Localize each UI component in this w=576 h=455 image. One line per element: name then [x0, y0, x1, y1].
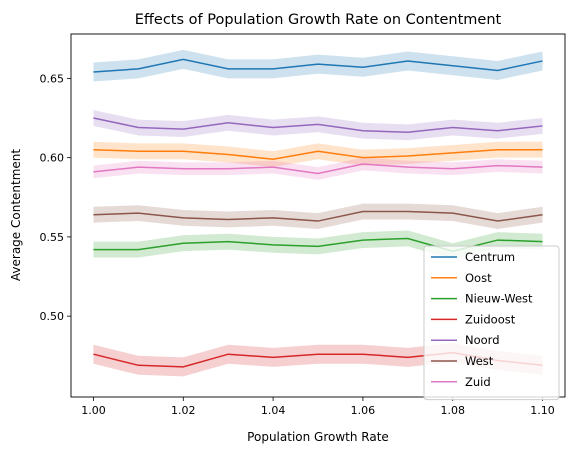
y-axis-ticks: 0.50 0.55 0.60 0.65 — [40, 72, 71, 323]
confidence-bands — [93, 49, 543, 377]
chart-title: Effects of Population Growth Rate on Con… — [135, 12, 502, 28]
y-tick-label: 0.60 — [40, 152, 65, 165]
legend: Centrum Oost Nieuw-West Zuidoost Noord West Zu… — [423, 245, 560, 401]
x-tick-label: 1.00 — [81, 404, 106, 417]
y-tick-label: 0.55 — [40, 231, 65, 244]
band-oost — [93, 141, 543, 168]
x-axis-ticks: 1.00 1.02 1.04 1.06 1.08 1.10 — [81, 397, 555, 417]
legend-label: Noord — [465, 333, 500, 347]
line-zuid — [93, 163, 543, 175]
band-zuid — [93, 157, 543, 180]
legend-label: Nieuw-West — [465, 292, 533, 306]
band-centrum — [93, 49, 543, 82]
x-tick-label: 1.04 — [261, 404, 286, 417]
x-tick-label: 1.10 — [530, 404, 555, 417]
legend-label: Zuidoost — [465, 312, 516, 326]
band-noord — [93, 110, 543, 141]
y-tick-label: 0.50 — [40, 310, 65, 323]
legend-label: Oost — [465, 271, 492, 285]
line-centrum — [93, 58, 543, 73]
x-axis-title: Population Growth Rate — [247, 430, 389, 444]
legend-label: West — [465, 354, 494, 368]
line-noord — [93, 117, 543, 134]
x-tick-label: 1.02 — [171, 404, 196, 417]
line-west — [93, 210, 543, 222]
x-tick-label: 1.08 — [440, 404, 465, 417]
x-tick-label: 1.06 — [351, 404, 376, 417]
line-oost — [93, 148, 543, 160]
plot-frame — [70, 33, 566, 398]
y-axis-title: Average Contentment — [9, 149, 23, 281]
band-west — [93, 203, 543, 229]
y-tick-label: 0.65 — [40, 72, 65, 85]
legend-label: Centrum — [465, 250, 515, 264]
legend-label: Zuid — [465, 375, 491, 389]
legend-box — [423, 245, 560, 401]
